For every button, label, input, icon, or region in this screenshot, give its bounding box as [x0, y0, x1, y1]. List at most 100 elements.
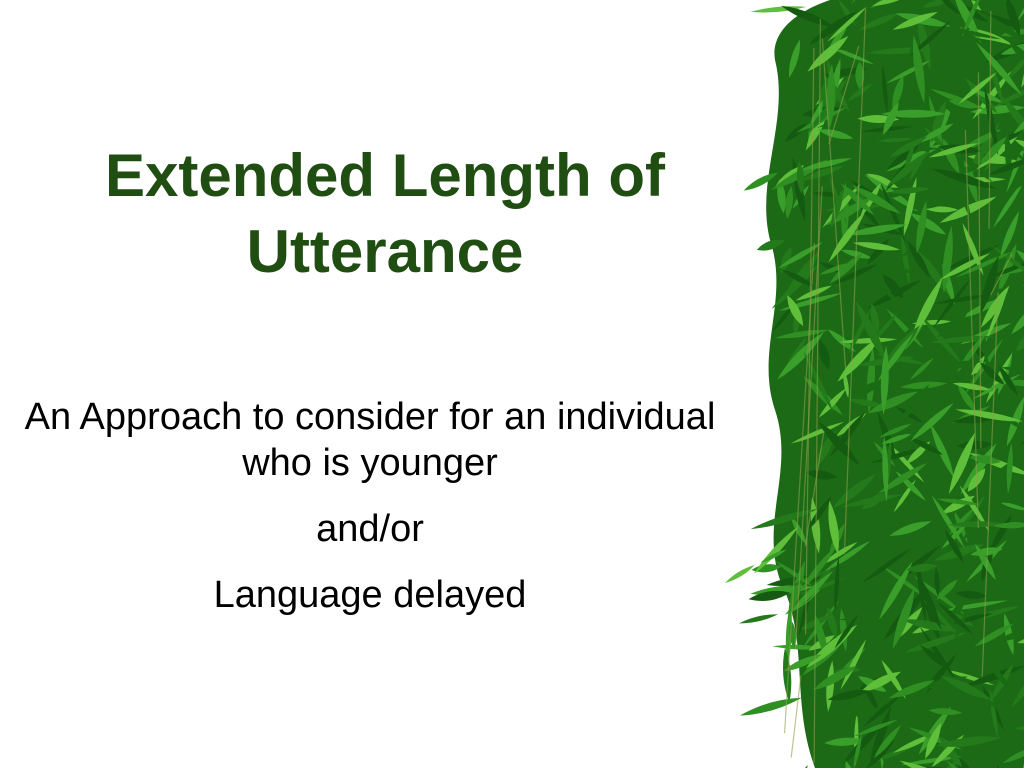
bamboo-leaf [789, 39, 801, 78]
bamboo-leaf [912, 34, 925, 104]
bamboo-leaf [934, 566, 940, 597]
bamboo-leaf [888, 680, 935, 699]
bamboo-leaf [909, 357, 934, 380]
bamboo-leaf [786, 64, 797, 124]
bamboo-leaf [1005, 0, 1021, 38]
bamboo-leaf [807, 36, 849, 72]
bamboo-leaf [890, 187, 930, 194]
bamboo-leaf [822, 541, 858, 565]
bamboo-leaf [952, 0, 981, 43]
slide-content: Extended Length of Utterance An Approach… [25, 142, 716, 616]
bamboo-stem [964, 129, 979, 529]
bamboo-leaf [818, 388, 847, 418]
bamboo-leaf [867, 391, 918, 414]
bamboo-leaf [924, 81, 974, 129]
bamboo-leaf [855, 61, 865, 90]
bamboo-leaf [961, 0, 983, 38]
bamboo-leaf [871, 313, 898, 344]
bamboo-leaf [936, 498, 980, 505]
bamboo-leaf [846, 224, 908, 236]
bamboo-leaf [910, 213, 947, 235]
bamboo-leaf [895, 607, 923, 641]
bamboo-leaf [739, 697, 802, 716]
bamboo-leaf [738, 614, 778, 624]
bamboo-leaf [930, 423, 955, 479]
slide-title: Extended Length of Utterance [105, 142, 665, 285]
bamboo-leaf [943, 302, 978, 316]
bamboo-leaf [877, 137, 914, 143]
bamboo-leaf [805, 470, 838, 480]
bamboo-leaf [955, 590, 988, 599]
bamboo-leaf [847, 83, 873, 102]
bamboo-leaf [827, 606, 837, 639]
bamboo-leaf [852, 185, 902, 214]
bamboo-leaf [979, 136, 1007, 166]
bamboo-leaf [980, 285, 1010, 328]
bamboo-leaf [948, 506, 976, 536]
bamboo-leaf [873, 725, 901, 759]
bamboo-leaf [948, 521, 1006, 528]
bamboo-leaf [839, 607, 848, 652]
bamboo-leaf [784, 123, 807, 143]
bamboo-leaf [1013, 108, 1024, 134]
bamboo-leaf [902, 619, 958, 632]
bamboo-leaf [1000, 366, 1024, 374]
bamboo-leaf [994, 288, 1024, 297]
bamboo-leaf [899, 384, 930, 424]
bamboo-stem [783, 243, 815, 734]
bamboo-leaf [936, 736, 1001, 747]
bamboo-leaf [862, 693, 903, 728]
bamboo-leaf [882, 436, 889, 502]
bamboo-leaf [991, 80, 1024, 108]
bamboo-leaf [995, 630, 1024, 642]
bamboo-leaf [840, 639, 867, 690]
bamboo-leaf [879, 423, 912, 438]
bamboo-leaf [880, 284, 911, 316]
bamboo-leaf [815, 615, 828, 658]
bamboo-leaf [848, 308, 871, 354]
bamboo-leaf [936, 0, 961, 15]
bamboo-leaf [853, 242, 901, 251]
bamboo-leaf [847, 398, 886, 408]
bamboo-leaf [929, 335, 994, 344]
bamboo-leaf [827, 6, 867, 42]
bamboo-leaf [1016, 329, 1024, 352]
bamboo-leaf [853, 719, 898, 737]
bamboo-leaf [772, 303, 795, 332]
bamboo-leaf [953, 510, 968, 543]
bamboo-leaf [924, 206, 959, 213]
bamboo-leaf [824, 737, 866, 746]
bamboo-leaf [937, 313, 968, 338]
bamboo-leaf [775, 765, 808, 768]
bamboo-leaf [795, 285, 832, 301]
bamboo-leaf [911, 277, 943, 339]
bamboo-leaf [975, 646, 1020, 701]
bamboo-leaf [1001, 96, 1024, 146]
bamboo-leaf [782, 647, 792, 703]
bamboo-leaf [899, 760, 956, 768]
bamboo-leaf [941, 524, 967, 549]
bamboo-leaf [1014, 139, 1024, 155]
bamboo-leaf [853, 261, 917, 274]
bamboo-leaf [781, 5, 835, 28]
bamboo-leaf [866, 279, 922, 309]
bamboo-stem [804, 430, 825, 547]
bamboo-leaf [972, 70, 1012, 120]
bamboo-leaf [931, 495, 965, 549]
bamboo-leaf [796, 161, 805, 194]
bamboo-leaf [984, 86, 999, 156]
bamboo-leaf [1007, 163, 1024, 194]
bamboo-leaf [918, 123, 954, 143]
bamboo-leaf [824, 540, 871, 572]
bamboo-leaf [969, 455, 1001, 464]
bamboo-leaf [976, 42, 1022, 96]
bamboo-leaf [970, 547, 1003, 557]
bamboo-leaf [924, 127, 946, 149]
bamboo-leaf [941, 495, 975, 514]
bamboo-leaf [939, 26, 1002, 40]
bamboo-stem [843, 8, 867, 555]
bamboo-leaf [879, 561, 913, 620]
bamboo-leaf [956, 44, 989, 84]
bamboo-leaf [916, 571, 942, 631]
